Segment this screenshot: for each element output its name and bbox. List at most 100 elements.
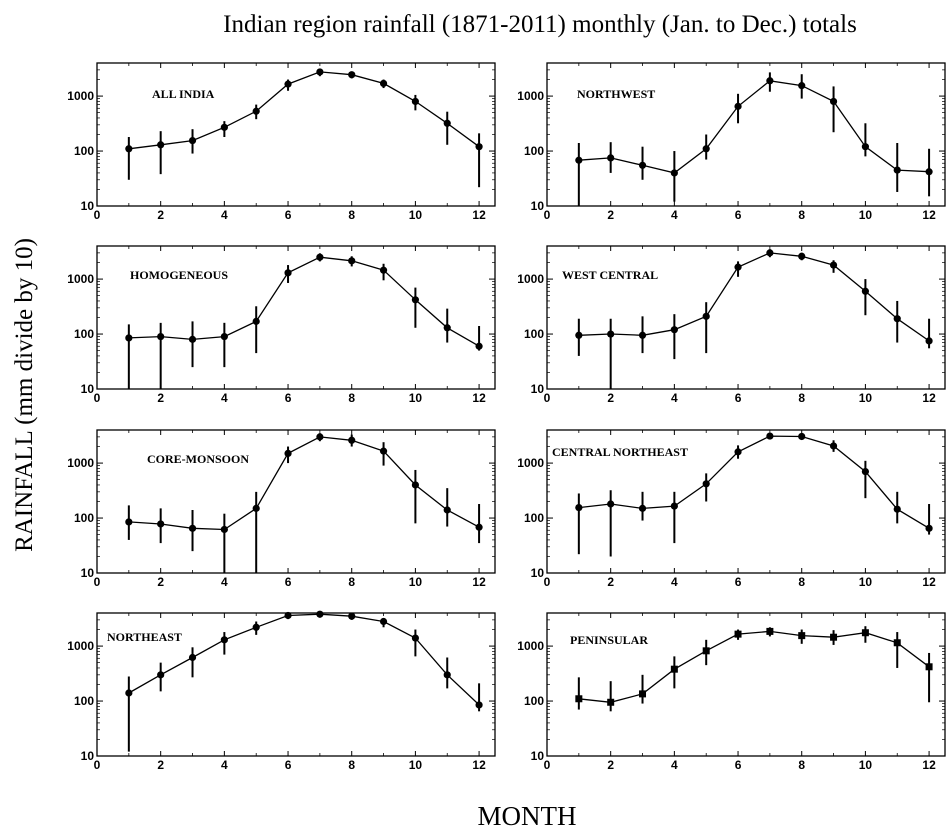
x-tick-label: 8 (348, 575, 355, 589)
x-tick-label: 0 (94, 758, 101, 772)
data-point (798, 632, 806, 640)
data-point (830, 633, 838, 641)
data-point (575, 695, 583, 703)
data-point (829, 261, 838, 269)
panel-title: PENINSULAR (570, 633, 648, 647)
data-point (861, 629, 869, 637)
data-point (220, 636, 228, 644)
panel: 0 2 4 6 8 10 12 10 100 1000 WEST CENTRAL (517, 245, 946, 405)
data-point (670, 665, 678, 673)
x-tick-label: 12 (922, 758, 936, 772)
data-point (157, 332, 165, 341)
x-tick-label: 4 (671, 575, 678, 589)
y-tick-label: 1000 (67, 89, 94, 103)
panel-title: CENTRAL NORTHEAST (552, 445, 688, 459)
data-point (157, 520, 165, 528)
x-tick-label: 12 (922, 208, 936, 222)
data-point (798, 252, 806, 260)
y-tick-label: 10 (531, 199, 545, 213)
x-tick-label: 2 (157, 208, 164, 222)
data-point (284, 611, 292, 620)
data-point (670, 169, 678, 177)
panel: 0 2 4 6 8 10 12 10 100 1000 HOMOGENEOUS (67, 245, 496, 405)
data-point (220, 332, 228, 341)
data-point (638, 504, 647, 512)
data-point (316, 68, 324, 76)
panel: 0 2 4 6 8 10 12 10 100 1000 CORE-MONSOON (67, 429, 496, 589)
data-point (639, 690, 647, 698)
x-tick-label: 4 (221, 391, 228, 405)
y-tick-label: 100 (74, 694, 94, 708)
data-point (575, 503, 583, 512)
x-tick-label: 10 (859, 758, 873, 772)
data-point (575, 331, 583, 339)
y-tick-label: 1000 (517, 272, 544, 286)
data-point (702, 480, 710, 488)
data-point (316, 253, 324, 261)
x-tick-label: 8 (798, 208, 805, 222)
x-tick-label: 10 (859, 208, 873, 222)
x-tick-label: 8 (348, 208, 355, 222)
data-point (861, 287, 870, 295)
y-tick-label: 10 (81, 382, 95, 396)
data-point (220, 123, 228, 131)
panel-title: WEST CENTRAL (562, 268, 658, 282)
data-point (348, 612, 356, 620)
data-point (252, 107, 260, 115)
data-point (766, 627, 774, 635)
data-point (443, 324, 451, 332)
x-tick-label: 2 (607, 758, 614, 772)
panel: 0 2 4 6 8 10 12 10 100 1000 NORTHEAST (67, 610, 496, 772)
data-point (734, 448, 742, 456)
data-point (766, 432, 774, 440)
data-point (925, 168, 933, 176)
x-tick-label: 8 (348, 758, 355, 772)
x-tick-label: 0 (544, 758, 551, 772)
x-tick-label: 6 (735, 758, 742, 772)
data-point (702, 647, 710, 655)
y-tick-label: 100 (524, 327, 544, 341)
data-point (893, 505, 901, 513)
data-point (125, 334, 133, 342)
plot-frame (96, 62, 496, 207)
series-line (578, 80, 930, 174)
data-point (379, 266, 388, 274)
data-point (379, 79, 388, 88)
data-point (475, 342, 483, 350)
data-point (829, 442, 838, 450)
data-point (157, 141, 165, 149)
x-tick-label: 8 (798, 391, 805, 405)
series-line (128, 613, 480, 706)
y-tick-label: 100 (74, 511, 94, 525)
data-point (475, 143, 483, 151)
x-tick-label: 4 (221, 758, 228, 772)
x-tick-label: 12 (472, 208, 486, 222)
data-point (670, 326, 678, 334)
data-point (734, 630, 742, 638)
data-point (607, 154, 615, 162)
x-tick-label: 4 (221, 208, 228, 222)
data-point (125, 145, 133, 153)
data-point (893, 315, 901, 323)
y-tick-label: 1000 (67, 639, 94, 653)
data-point (734, 102, 742, 110)
data-point (220, 525, 228, 534)
data-point (411, 481, 419, 489)
data-point (861, 143, 870, 151)
figure-title: Indian region rainfall (1871-2011) month… (223, 11, 857, 38)
data-point (925, 524, 933, 532)
data-point (607, 500, 615, 508)
x-tick-label: 2 (157, 758, 164, 772)
x-tick-label: 2 (607, 391, 614, 405)
series-line (128, 71, 480, 150)
data-point (252, 623, 260, 631)
data-point (348, 436, 356, 444)
x-tick-label: 4 (671, 391, 678, 405)
y-tick-label: 10 (531, 749, 545, 763)
panel-title: CORE-MONSOON (147, 452, 249, 466)
x-tick-label: 0 (94, 208, 101, 222)
data-point (188, 653, 197, 662)
data-point (348, 257, 356, 265)
y-tick-label: 1000 (517, 456, 544, 470)
